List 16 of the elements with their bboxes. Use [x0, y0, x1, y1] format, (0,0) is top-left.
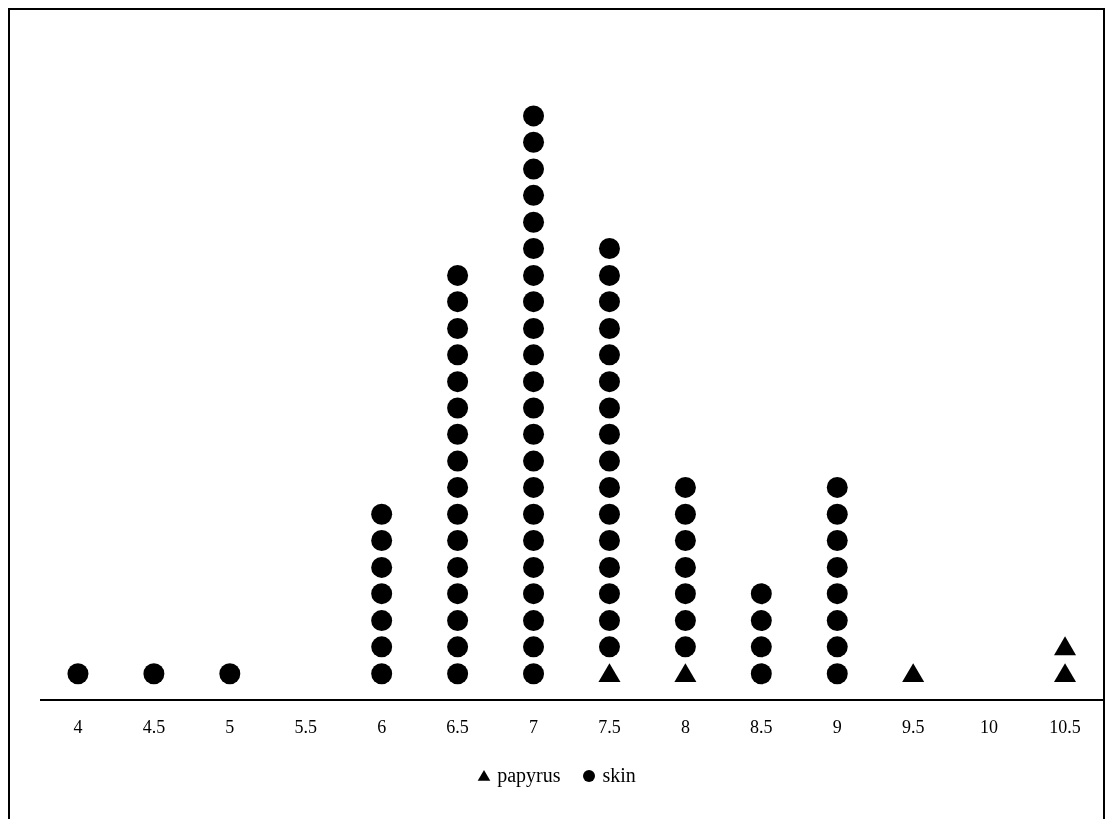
x-tick-label: 5.5 — [294, 716, 317, 737]
x-tick-label: 4 — [73, 716, 83, 737]
legend-label: papyrus — [497, 764, 561, 787]
x-tick-label: 9 — [832, 716, 842, 737]
x-tick-label: 9.5 — [901, 716, 925, 737]
x-tick-label: 10 — [980, 716, 999, 737]
x-tick-label: 8.5 — [750, 716, 773, 737]
x-tick-label: 7.5 — [598, 716, 621, 737]
x-tick-label: 8 — [680, 716, 690, 737]
x-tick-label: 4.5 — [142, 716, 166, 737]
x-tick-label: 6 — [377, 716, 387, 737]
x-tick-label: 10.5 — [1049, 716, 1081, 737]
x-tick-label: 5 — [225, 716, 235, 737]
x-tick-label: 7 — [529, 716, 539, 737]
legend-label: skin — [602, 764, 636, 787]
x-tick-label: 6.5 — [446, 716, 469, 737]
